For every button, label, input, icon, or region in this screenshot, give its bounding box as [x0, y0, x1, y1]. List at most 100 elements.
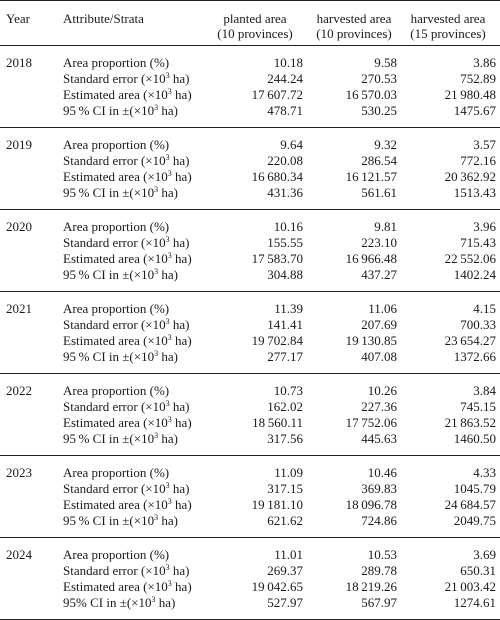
attribute-label: Area proportion (%) [63, 219, 170, 234]
cell-c3: 745.15 [460, 399, 496, 414]
table-row-estimated-area: Estimated area (×103 ha) 17 607.72 16 570.… [0, 87, 500, 103]
table-row-standard-error: Standard error (×103 ha) 317.15 369.83 1045… [0, 481, 500, 497]
attribute-label: Area proportion (%) [63, 301, 170, 316]
cell-c3: 22 552.06 [444, 251, 496, 266]
cell-c1: 17 607.72 [251, 87, 303, 102]
cell-c3: 23 654.27 [444, 333, 496, 348]
table-row-ci95: 95 % CI in ±(×103 ha) 621.62 724.86 2049.75 [0, 513, 500, 529]
cell-c3: 700.33 [460, 317, 496, 332]
cell-c3: 24 684.57 [444, 497, 496, 512]
year-group-2022: 2022 Area proportion (%) 10.73 10.26 3.84 Sta… [0, 374, 500, 455]
attribute-label: Standard error (×103 ha) [63, 71, 190, 86]
cell-c1: 527.97 [267, 595, 303, 610]
group-rule [0, 373, 500, 374]
header-harvested-10: harvested area (10 provinces) [304, 11, 404, 41]
attribute-label: Area proportion (%) [63, 383, 170, 398]
attribute-label: 95 % CI in ±(×103 ha) [63, 431, 178, 446]
table-row-estimated-area: Estimated area (×103 ha) 19 181.10 18 096.… [0, 497, 500, 513]
attribute-label: Estimated area (×103 ha) [63, 87, 192, 102]
cell-c2: 10.53 [367, 547, 397, 562]
cell-c3: 3.96 [473, 219, 496, 234]
table-row-standard-error: Standard error (×103 ha) 244.24 270.53 752.… [0, 71, 500, 87]
table-row-ci95: 95% CI in ±(×103 ha) 527.97 567.97 1274.61 [0, 595, 500, 611]
year-cell: 2019 [6, 137, 32, 152]
attribute-label: Standard error (×103 ha) [63, 399, 190, 414]
year-group-2019: 2019 Area proportion (%) 9.64 9.32 3.57 Stand… [0, 128, 500, 209]
header-harvested-15-line1: harvested area [410, 11, 486, 26]
attribute-label: 95 % CI in ±(×103 ha) [63, 267, 178, 282]
cell-c2: 289.78 [361, 563, 397, 578]
group-rule [0, 127, 500, 128]
cell-c2: 16 966.48 [345, 251, 397, 266]
cell-c3: 21 003.42 [444, 579, 496, 594]
cell-c1: 155.55 [267, 235, 303, 250]
cell-c1: 220.08 [267, 153, 303, 168]
year-cell: 2020 [6, 219, 32, 234]
attribute-label: 95% CI in ±(×103 ha) [63, 595, 176, 610]
table-row-area-proportion: Area proportion (%) 11.09 10.46 4.33 [0, 465, 500, 481]
cell-c2: 270.53 [361, 71, 397, 86]
cell-c3: 1460.50 [453, 431, 496, 446]
cell-c3: 20 362.92 [444, 169, 496, 184]
cell-c2: 437.27 [361, 267, 397, 282]
attribute-label: 95 % CI in ±(×103 ha) [63, 185, 178, 200]
table-row-estimated-area: Estimated area (×103 ha) 18 560.11 17 752.… [0, 415, 500, 431]
cell-c2: 10.26 [367, 383, 397, 398]
table-row-area-proportion: Area proportion (%) 11.39 11.06 4.15 [0, 301, 500, 317]
cell-c1: 11.09 [274, 465, 303, 480]
table-row-standard-error: Standard error (×103 ha) 269.37 289.78 650.… [0, 563, 500, 579]
cell-c1: 478.71 [267, 103, 303, 118]
cell-c2: 369.83 [361, 481, 397, 496]
cell-c1: 19 042.65 [251, 579, 303, 594]
attribute-label: Estimated area (×103 ha) [63, 251, 192, 266]
cell-c2: 286.54 [361, 153, 397, 168]
year-group-2020: 2020 Area proportion (%) 10.16 9.81 3.96 Stan… [0, 210, 500, 291]
table-row-ci95: 95 % CI in ±(×103 ha) 431.36 561.61 1513.43 [0, 185, 500, 201]
table-row-estimated-area: Estimated area (×103 ha) 19 702.84 19 130.… [0, 333, 500, 349]
year-cell: 2023 [6, 465, 32, 480]
cell-c2: 18 096.78 [345, 497, 397, 512]
cell-c3: 3.57 [473, 137, 496, 152]
attribute-label: Area proportion (%) [63, 137, 170, 152]
cell-c1: 11.01 [274, 547, 303, 562]
cell-c3: 1513.43 [453, 185, 496, 200]
header-rule [0, 45, 500, 46]
attribute-label: 95 % CI in ±(×103 ha) [63, 349, 178, 364]
cell-c2: 207.69 [361, 317, 397, 332]
attribute-label: Standard error (×103 ha) [63, 153, 190, 168]
header-harvested-10-line2: (10 provinces) [316, 26, 392, 41]
cell-c3: 715.43 [460, 235, 496, 250]
attribute-label: Area proportion (%) [63, 465, 170, 480]
cell-c1: 9.64 [280, 137, 303, 152]
cell-c1: 18 560.11 [252, 415, 303, 430]
year-cell: 2018 [6, 55, 32, 70]
cell-c2: 445.63 [361, 431, 397, 446]
cell-c1: 17 583.70 [251, 251, 303, 266]
table-row-standard-error: Standard error (×103 ha) 162.02 227.36 745.… [0, 399, 500, 415]
cell-c1: 621.62 [267, 513, 303, 528]
cell-c3: 21 980.48 [444, 87, 496, 102]
group-rule [0, 291, 500, 292]
cell-c1: 317.15 [267, 481, 303, 496]
cell-c1: 11.39 [274, 301, 303, 316]
table-row-standard-error: Standard error (×103 ha) 141.41 207.69 700.… [0, 317, 500, 333]
cell-c1: 277.17 [267, 349, 303, 364]
attribute-label: Standard error (×103 ha) [63, 235, 190, 250]
cell-c1: 269.37 [267, 563, 303, 578]
cell-c3: 3.86 [473, 55, 496, 70]
cell-c3: 752.89 [460, 71, 496, 86]
table-row-estimated-area: Estimated area (×103 ha) 17 583.70 16 966.… [0, 251, 500, 267]
attribute-label: Area proportion (%) [63, 55, 170, 70]
table-row-ci95: 95 % CI in ±(×103 ha) 277.17 407.08 1372.66 [0, 349, 500, 365]
cell-c2: 18 219.26 [345, 579, 397, 594]
attribute-label: Area proportion (%) [63, 547, 170, 562]
cell-c2: 530.25 [361, 103, 397, 118]
cell-c2: 724.86 [361, 513, 397, 528]
cell-c2: 561.61 [361, 185, 397, 200]
cell-c2: 9.32 [374, 137, 397, 152]
cell-c3: 650.31 [460, 563, 496, 578]
cell-c1: 162.02 [267, 399, 303, 414]
table-row-area-proportion: Area proportion (%) 9.64 9.32 3.57 [0, 137, 500, 153]
cell-c2: 223.10 [361, 235, 397, 250]
cell-c2: 227.36 [361, 399, 397, 414]
